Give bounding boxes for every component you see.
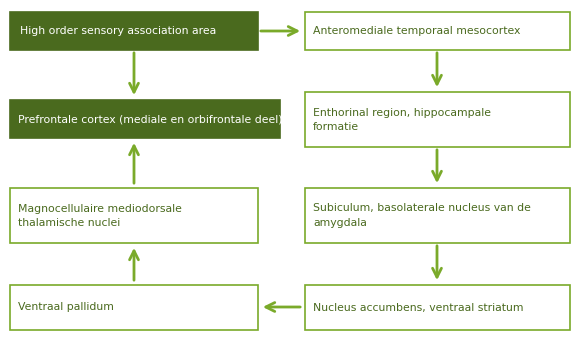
Text: Subiculum, basolaterale nucleus van de
amygdala: Subiculum, basolaterale nucleus van de a… <box>313 204 531 227</box>
Bar <box>10 188 258 243</box>
Bar <box>305 188 570 243</box>
Text: Nucleus accumbens, ventraal striatum: Nucleus accumbens, ventraal striatum <box>313 303 523 313</box>
Bar <box>305 285 570 330</box>
Text: Magnocellulaire mediodorsale
thalamische nuclei: Magnocellulaire mediodorsale thalamische… <box>18 204 182 227</box>
Bar <box>10 285 258 330</box>
Bar <box>10 100 280 138</box>
Text: Enthorinal region, hippocampale
formatie: Enthorinal region, hippocampale formatie <box>313 108 491 131</box>
Bar <box>305 92 570 147</box>
Bar <box>10 12 258 50</box>
Text: Prefrontale cortex (mediale en orbifrontale deel): Prefrontale cortex (mediale en orbifront… <box>18 114 283 124</box>
Bar <box>305 12 570 50</box>
Text: Ventraal pallidum: Ventraal pallidum <box>18 303 114 313</box>
Text: Anteromediale temporaal mesocortex: Anteromediale temporaal mesocortex <box>313 26 520 36</box>
Text: High order sensory association area: High order sensory association area <box>20 26 216 36</box>
